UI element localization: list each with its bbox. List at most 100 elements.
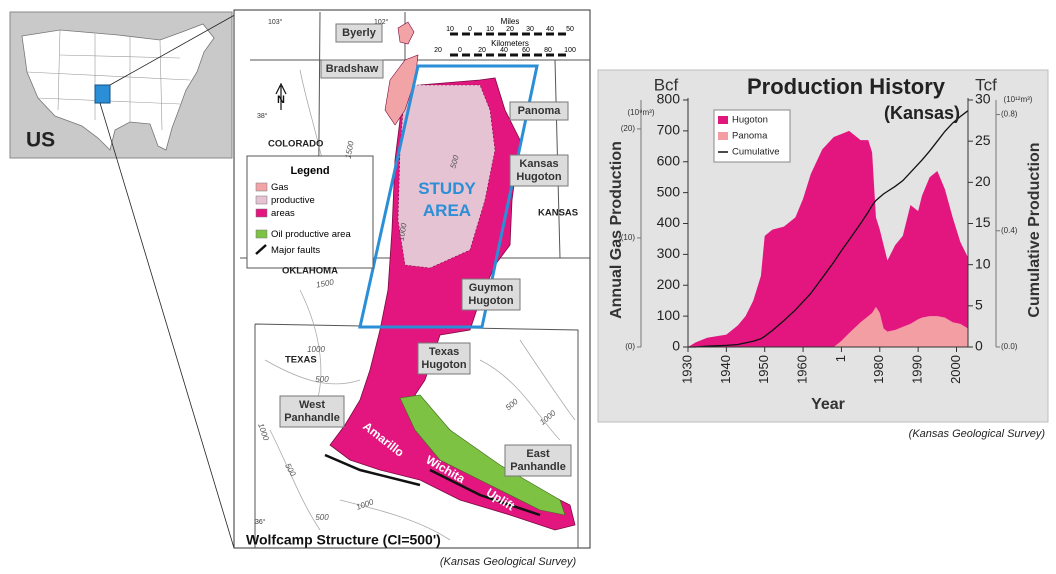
scale-tick: 20 [434, 47, 442, 54]
legend-item-line: productive [271, 195, 315, 206]
scale-title: Miles [501, 17, 520, 26]
bradshaw-field [384, 54, 419, 126]
field-label-line: Hugoton [516, 171, 561, 183]
y2-tick-label: 25 [975, 132, 991, 148]
scale-title: Kilometers [491, 39, 529, 48]
x-tick-label: 2000 [948, 355, 963, 384]
study-area-outline [358, 64, 539, 329]
legend-item: Oil productive area [271, 229, 351, 240]
field-label-box [279, 395, 345, 428]
y3-tick-label: (0) [625, 342, 635, 351]
legend-swatch [255, 244, 267, 255]
field-label-line: East [526, 448, 550, 460]
legend-item-line: Major faults [271, 245, 320, 256]
axis-frame [687, 98, 969, 348]
legend-swatch [255, 229, 268, 239]
area [688, 306, 968, 347]
y-tick-label: 400 [657, 214, 681, 230]
contour-label: 1500 [344, 140, 356, 160]
y2-unit-metric: (10¹²m³) [1004, 95, 1033, 104]
x-tick-label: 1930 [679, 355, 694, 384]
legend-swatch [255, 195, 268, 205]
y4-tick-label: (0.8) [1001, 110, 1018, 119]
field-label: East Panhandle [510, 448, 566, 473]
legend-item-line: areas [271, 208, 295, 219]
field-label-line: Panhandle [510, 461, 566, 473]
contour-label: 1000 [307, 345, 325, 354]
scale-tick: 20 [506, 26, 514, 33]
legend-swatch [718, 116, 728, 124]
legend-title: Legend [290, 165, 329, 177]
coordinate-label: 102° [374, 18, 389, 26]
field-label: Panoma [518, 105, 562, 117]
major-faults [324, 453, 541, 517]
panoma-field [397, 84, 496, 269]
y-tick-label: 200 [657, 276, 681, 292]
field-label-line: Kansas [519, 158, 558, 170]
state-label: TEXAS [285, 355, 317, 366]
y3-tick-label: (20) [621, 124, 636, 133]
y-axis-title: Annual Gas Production [608, 141, 625, 319]
chart-title: Production History [747, 74, 946, 99]
y-unit: Bcf [654, 75, 679, 94]
field-label-line: Bradshaw [326, 63, 379, 75]
contour-label: 500 [315, 375, 329, 384]
legend-swatch [255, 182, 268, 192]
zoom-line [109, 11, 241, 86]
coordinate-label: 103° [268, 18, 283, 26]
legend-label: Hugoton [732, 115, 768, 126]
x-tick-label: 1980 [871, 355, 886, 384]
scale-tick: 30 [526, 26, 534, 33]
contour-label: 500 [449, 154, 461, 170]
state-borders [26, 29, 191, 131]
byerly-field [397, 21, 415, 45]
y-tick-label: 100 [657, 307, 681, 323]
study-area-label-line: AREA [423, 201, 471, 220]
y2-tick-label: 20 [975, 173, 991, 189]
y-unit-metric: (10⁹m³) [628, 108, 655, 117]
y-tick-label: 800 [657, 91, 681, 107]
scale-tick: 40 [546, 26, 554, 33]
state-label: KANSAS [538, 208, 578, 219]
field-label: Guymon Hugoton [468, 282, 513, 307]
field-label-line: Texas [429, 346, 459, 358]
scale-tick: 60 [522, 47, 530, 54]
y-tick-label: 700 [657, 122, 681, 138]
y2-tick-label: 5 [975, 297, 983, 313]
study-area-label: STUDY AREA [418, 179, 476, 220]
y2-tick-label: 15 [975, 214, 991, 230]
x-tick-label: 1 [833, 355, 848, 362]
scale-tick: 80 [544, 47, 552, 54]
y-tick-label: 0 [672, 338, 680, 354]
contour-label: 500 [315, 513, 329, 522]
y4-tick-label: (0.4) [1001, 226, 1018, 235]
inset-label: US [26, 129, 55, 152]
field-label-line: Hugoton [421, 359, 466, 371]
field-label-line: Guymon [469, 282, 514, 294]
map-title: Wolfcamp Structure (CI=500') [246, 532, 441, 548]
y-tick-label: 500 [657, 183, 681, 199]
scale-tick: 40 [500, 47, 508, 54]
field-label-box [417, 342, 471, 375]
scale-bars [450, 32, 570, 57]
field-label-box [504, 444, 572, 477]
scale-tick: 0 [468, 26, 472, 33]
chart-caption: (Kansas Geological Survey) [909, 428, 1046, 440]
state-label: OKLAHOMA [282, 266, 338, 277]
chart-subtitle: (Kansas) [884, 103, 960, 123]
study-area-label-line: STUDY [418, 179, 476, 198]
study-location [94, 84, 111, 104]
area [688, 130, 968, 347]
field-label-box [461, 278, 521, 311]
y2-tick-label: 0 [975, 338, 983, 354]
field-label-line: Panhandle [284, 412, 340, 424]
x-tick-label: 1940 [718, 355, 733, 384]
oil-area [399, 394, 566, 516]
legend-label: Cumulative [732, 147, 780, 158]
line [688, 110, 969, 348]
y-tick-label: 600 [657, 152, 681, 168]
field-label: Kansas Hugoton [516, 158, 561, 183]
scale-tick: 100 [564, 47, 576, 54]
legend-label: Panoma [732, 131, 768, 142]
